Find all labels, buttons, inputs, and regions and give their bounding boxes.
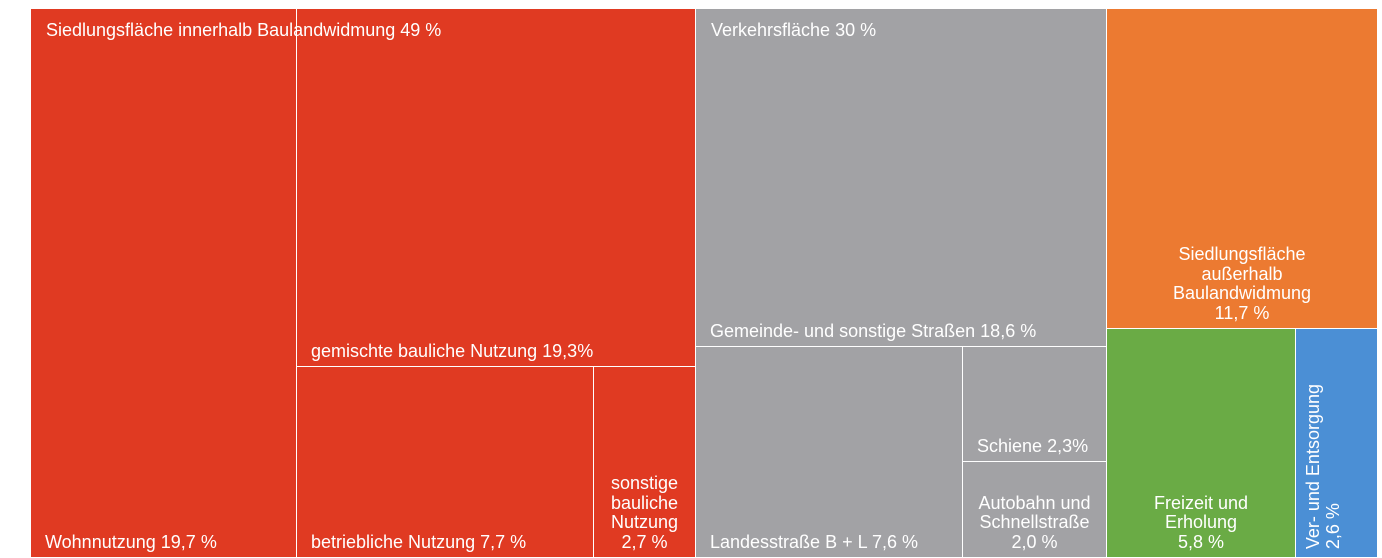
treemap-cell: Ver- und Entsorgung 2,6 % [1295,328,1378,558]
cell-label: Gemeinde- und sonstige Straßen 18,6 % [710,321,1037,342]
treemap-cell: betriebliche Nutzung 7,7 % [296,366,594,558]
cell-value: 18,6 % [980,321,1037,342]
cell-label: sonstige bauliche Nutzung 2,7 % [608,472,681,553]
cell-label: Siedlungsfläche außerhalb Baulandwidmung… [1147,243,1337,324]
treemap-cell: sonstige bauliche Nutzung 2,7 % [593,366,696,558]
cell-name: Freizeit und Erholung [1153,492,1249,533]
group-name: Siedlungsfläche innerhalb Baulandwidmung [46,20,396,40]
cell-label: betriebliche Nutzung 7,7 % [311,532,527,553]
cell-value: 19,3% [542,341,594,362]
group-label: Siedlungsfläche innerhalb Baulandwidmung… [46,20,441,41]
cell-label: gemischte bauliche Nutzung 19,3% [311,341,594,362]
treemap-cell: Gemeinde- und sonstige Straßen 18,6 % [695,8,1107,347]
cell-value: 2,3% [1047,436,1089,457]
cell-name: gemischte bauliche Nutzung [311,341,538,362]
group-label: Verkehrsfläche 30 % [711,20,876,41]
cell-name: Ver- und Entsorgung [1303,383,1323,549]
cell-name: sonstige bauliche Nutzung [610,472,679,533]
cell-label: Ver- und Entsorgung 2,6 % [1303,383,1344,549]
cell-value: 2,0 % [1011,532,1058,553]
cell-value: 2,7 % [621,532,668,553]
cell-value: 7,7 % [480,532,527,553]
cell-label: Autobahn und Schnellstraße 2,0 % [977,492,1092,553]
cell-name: Schiene [977,436,1043,457]
cell-name: Wohnnutzung [45,532,156,553]
treemap-cell: Schiene 2,3% [962,346,1107,462]
treemap-cell: Wohnnutzung 19,7 % [30,8,297,558]
cell-label: Wohnnutzung 19,7 % [45,532,217,553]
cell-name: Siedlungsfläche außerhalb Baulandwidmung [1172,243,1312,304]
cell-value: 5,8 % [1177,532,1225,553]
group-value: 49 % [400,20,442,40]
cell-label: Schiene 2,3% [977,436,1089,457]
cell-value: 2,6 % [1322,502,1343,549]
cell-value: 19,7 % [160,532,217,553]
cell-name: Gemeinde- und sonstige Straßen [710,321,976,342]
cell-name: betriebliche Nutzung [311,532,476,553]
treemap-cell: gemischte bauliche Nutzung 19,3% [296,8,696,367]
cell-value: 11,7 % [1214,303,1270,324]
cell-name: Landesstraße B + L [710,532,867,553]
group-name: Verkehrsfläche [711,20,831,40]
cell-name: Autobahn und Schnellstraße [978,492,1091,533]
group-value: 30 % [835,20,877,40]
cell-value: 7,6 % [871,532,918,553]
cell-label: Freizeit und Erholung 5,8 % [1136,492,1266,553]
treemap-cell: Siedlungsfläche außerhalb Baulandwidmung… [1106,8,1378,329]
treemap-cell: Freizeit und Erholung 5,8 % [1106,328,1296,558]
treemap-cell: Landesstraße B + L 7,6 % [695,346,963,558]
treemap-cell: Autobahn und Schnellstraße 2,0 % [962,461,1107,558]
cell-label: Landesstraße B + L 7,6 % [710,532,918,553]
